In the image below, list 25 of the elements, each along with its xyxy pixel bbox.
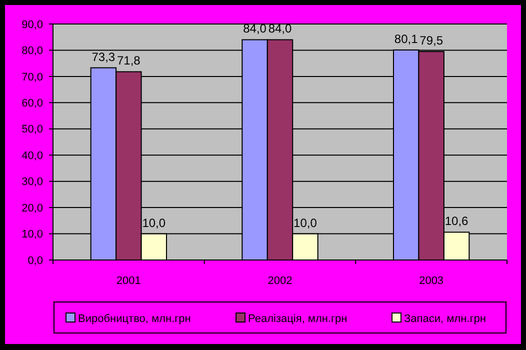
y-tick-label: 90,0 bbox=[22, 18, 43, 31]
data-label: 10,0 bbox=[142, 216, 166, 230]
data-label: 84,0 bbox=[243, 22, 267, 36]
y-tick-label: 60,0 bbox=[22, 98, 43, 110]
legend-label: Виробництво, млн.грн bbox=[78, 312, 191, 325]
y-tick-label: 10,0 bbox=[22, 228, 43, 241]
data-label: 71,8 bbox=[116, 54, 141, 68]
data-label: 10,6 bbox=[444, 214, 469, 228]
x-tick-label: 2001 bbox=[116, 275, 141, 287]
y-tick-label: 70,0 bbox=[22, 71, 43, 84]
y-tick-label: 50,0 bbox=[22, 124, 43, 136]
legend-label: Реалізація, млн.грн bbox=[248, 312, 348, 325]
legend-label: Запаси, млн.грн bbox=[404, 312, 486, 325]
y-tick-label: 20,0 bbox=[22, 202, 43, 214]
y-tick-label: 30,0 bbox=[22, 176, 43, 188]
y-tick-label: 80,0 bbox=[22, 45, 43, 58]
data-label: 80,1 bbox=[394, 32, 418, 46]
y-tick-label: 0,0 bbox=[28, 254, 43, 267]
y-tick-label: 40,0 bbox=[22, 150, 43, 162]
data-label: 79,5 bbox=[420, 34, 444, 48]
x-tick-label: 2003 bbox=[419, 275, 444, 287]
x-tick-label: 2002 bbox=[268, 275, 292, 287]
data-label: 73,3 bbox=[92, 50, 116, 64]
data-label: 84,0 bbox=[268, 22, 292, 36]
data-label: 10,0 bbox=[294, 216, 318, 230]
